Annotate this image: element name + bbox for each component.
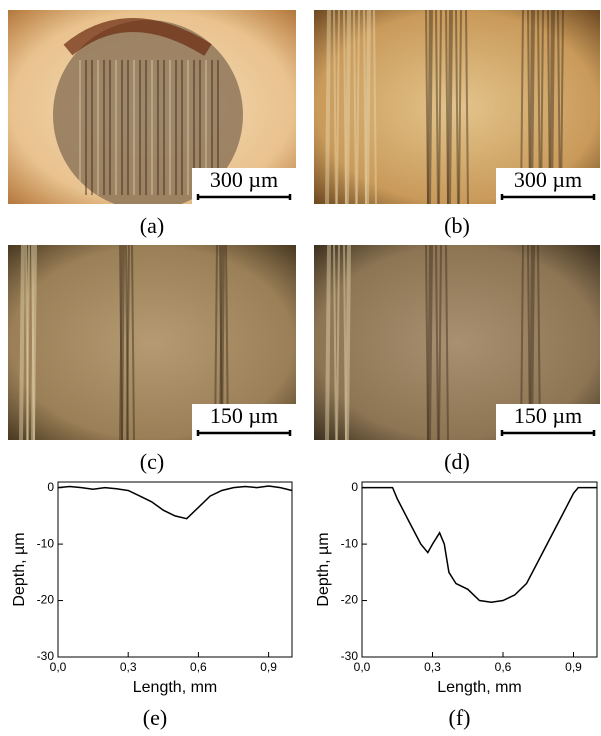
- x-tick-label: 0,0: [50, 660, 67, 674]
- y-axis-label: Depth, µm: [315, 532, 332, 606]
- panel-caption: (e): [143, 705, 167, 730]
- x-axis-label: Length, mm: [133, 679, 217, 696]
- groove: [327, 245, 329, 440]
- plot-frame: [362, 482, 597, 657]
- y-tick-label: 0: [47, 480, 54, 494]
- y-tick-label: -20: [341, 593, 359, 607]
- groove: [347, 245, 349, 440]
- x-tick-label: 0,6: [495, 660, 512, 674]
- x-tick-label: 0,9: [565, 660, 582, 674]
- groove: [33, 245, 35, 440]
- groove: [21, 245, 23, 440]
- scale-bar-label: 150 µm: [514, 403, 582, 428]
- panel-caption: (a): [140, 213, 164, 238]
- panel-caption: (d): [444, 449, 470, 474]
- y-axis-label: Depth, µm: [11, 532, 28, 606]
- y-tick-label: -10: [37, 536, 55, 550]
- groove: [121, 245, 123, 440]
- x-tick-label: 0,3: [424, 660, 441, 674]
- x-tick-label: 0,3: [120, 660, 137, 674]
- groove: [429, 10, 431, 204]
- groove: [429, 245, 431, 440]
- figure: 300 µm (a) 300 µm (b) 150 µm (c) 150 µm (d) 0 -10…: [0, 0, 601, 736]
- groove: [367, 10, 369, 204]
- panel-caption: (f): [449, 705, 471, 730]
- y-tick-label: -20: [37, 593, 55, 607]
- groove: [449, 10, 451, 204]
- depth-profile: [58, 486, 292, 519]
- x-tick-label: 0,6: [190, 660, 207, 674]
- groove: [327, 10, 329, 204]
- panel-caption: (c): [140, 449, 164, 474]
- scale-bar-label: 150 µm: [210, 403, 278, 428]
- x-tick-label: 0,0: [354, 660, 371, 674]
- scale-bar-label: 300 µm: [210, 167, 278, 192]
- depth-profile: [362, 488, 597, 603]
- panel-caption: (b): [444, 213, 470, 238]
- y-tick-label: -10: [341, 536, 359, 550]
- x-axis-label: Length, mm: [437, 679, 521, 696]
- groove: [347, 10, 349, 204]
- y-tick-label: 0: [351, 480, 358, 494]
- x-tick-label: 0,9: [260, 660, 277, 674]
- plot-frame: [58, 482, 292, 657]
- scale-bar-label: 300 µm: [514, 167, 582, 192]
